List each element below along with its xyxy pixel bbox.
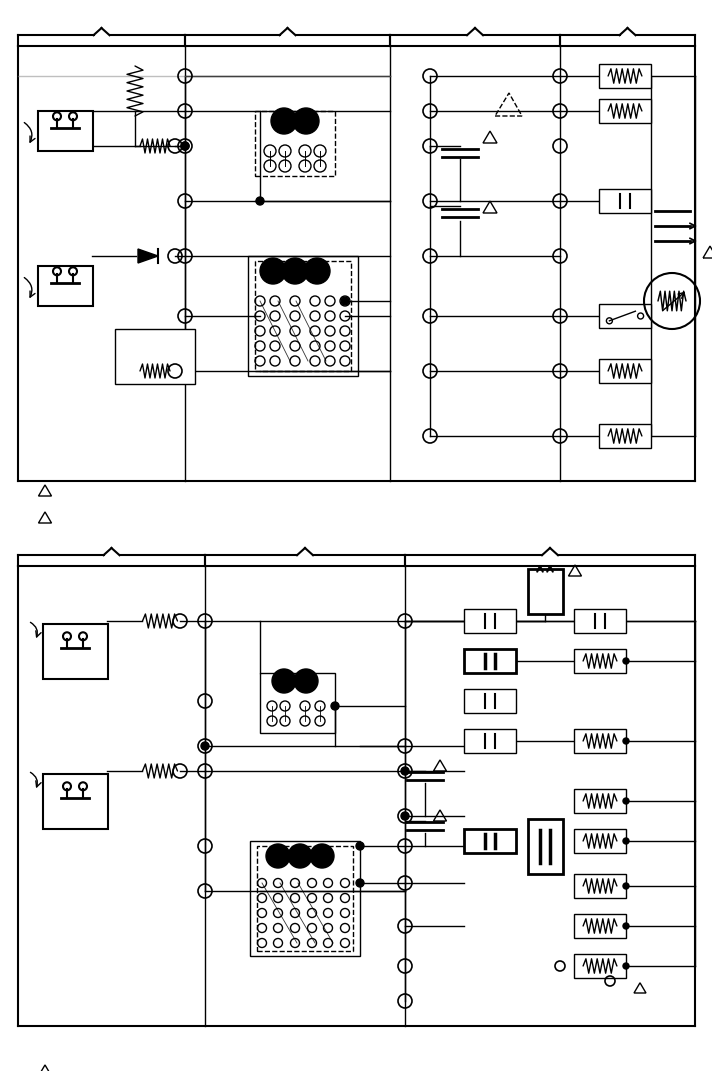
Bar (599, 99, 651, 123)
Bar (43, 773, 108, 829)
Bar (38, 111, 93, 151)
Bar (574, 609, 626, 633)
Polygon shape (138, 248, 158, 263)
Bar (248, 256, 358, 376)
Bar (255, 261, 351, 371)
Bar (255, 111, 335, 176)
Circle shape (272, 669, 296, 693)
Bar (43, 623, 108, 679)
Bar (260, 673, 335, 733)
Bar (599, 424, 651, 448)
Bar (599, 304, 651, 328)
Circle shape (310, 844, 334, 868)
Circle shape (266, 844, 290, 868)
Circle shape (401, 767, 409, 775)
Bar (574, 729, 626, 753)
Bar (574, 829, 626, 853)
Circle shape (256, 197, 264, 205)
Bar (528, 818, 562, 874)
Circle shape (288, 844, 312, 868)
Bar (115, 329, 195, 383)
Bar (599, 64, 651, 88)
Circle shape (271, 108, 297, 134)
Circle shape (282, 258, 308, 284)
Bar (599, 359, 651, 383)
Circle shape (341, 297, 349, 305)
Circle shape (623, 738, 629, 744)
Circle shape (401, 812, 409, 820)
Bar (574, 649, 626, 673)
Circle shape (356, 842, 364, 850)
Circle shape (623, 883, 629, 889)
Circle shape (293, 108, 319, 134)
Bar (38, 266, 93, 306)
Bar (464, 609, 516, 633)
Bar (528, 569, 562, 614)
Circle shape (181, 142, 189, 150)
Bar (574, 954, 626, 978)
Circle shape (331, 702, 339, 710)
Circle shape (356, 879, 364, 887)
Circle shape (623, 923, 629, 929)
Bar (257, 846, 353, 951)
Bar (599, 188, 651, 213)
Circle shape (304, 258, 330, 284)
Circle shape (294, 669, 318, 693)
Bar (464, 829, 516, 853)
Bar (464, 649, 516, 673)
Circle shape (623, 658, 629, 664)
Bar (464, 729, 516, 753)
Circle shape (623, 838, 629, 844)
Circle shape (201, 742, 209, 750)
Bar (250, 841, 360, 956)
Circle shape (181, 142, 189, 150)
Bar (574, 914, 626, 938)
Bar (464, 689, 516, 713)
Circle shape (260, 258, 286, 284)
Bar (574, 789, 626, 813)
Circle shape (623, 963, 629, 969)
Bar (574, 874, 626, 897)
Circle shape (623, 798, 629, 804)
